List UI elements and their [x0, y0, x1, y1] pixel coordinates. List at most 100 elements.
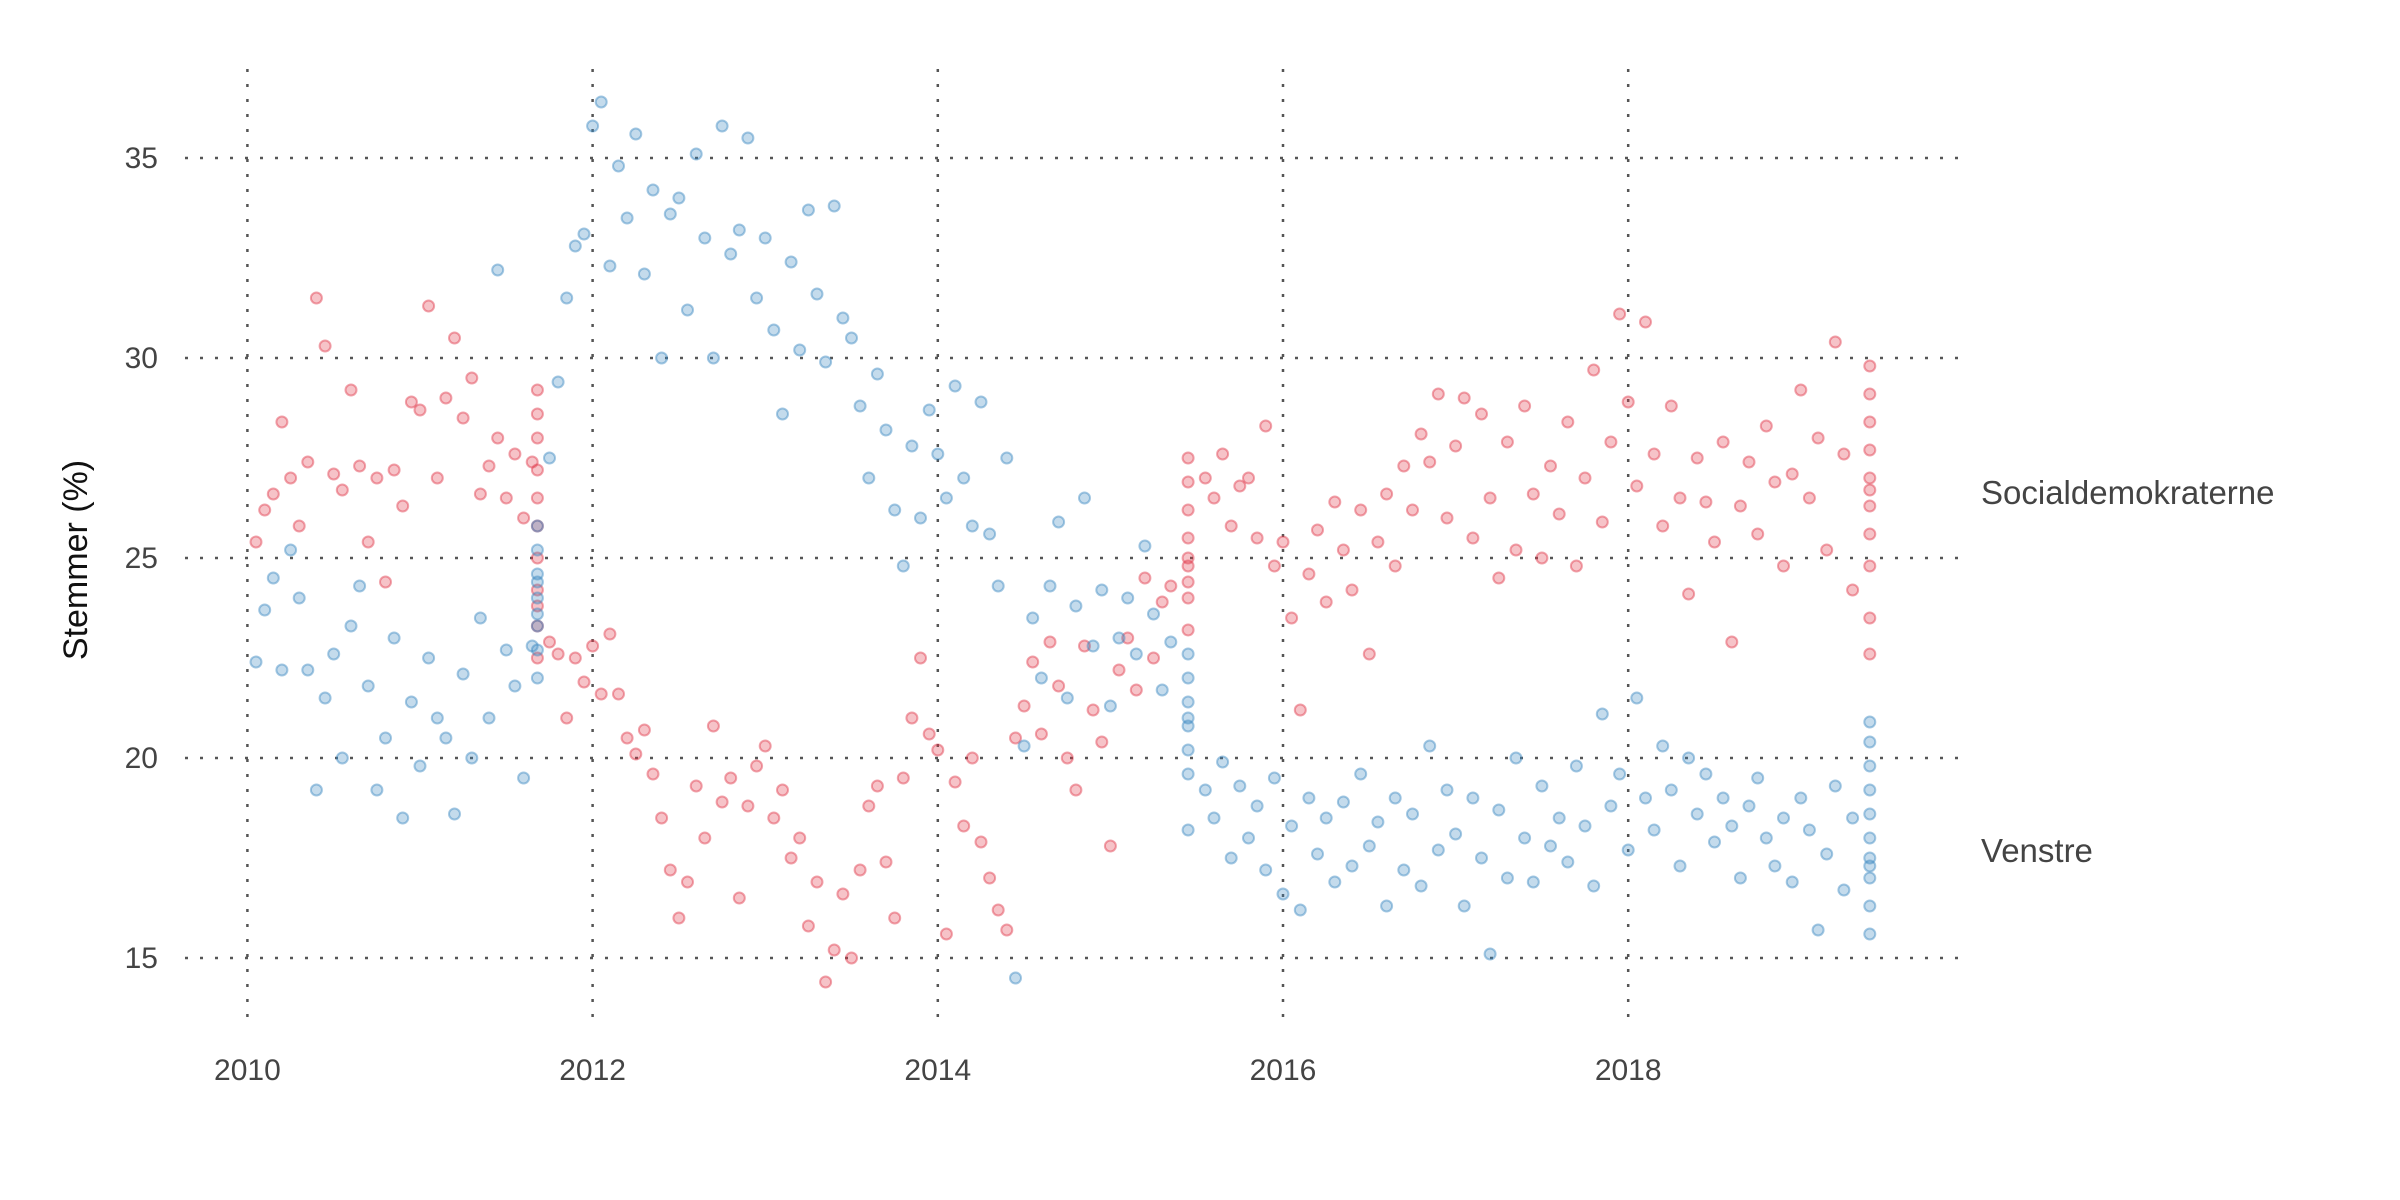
- data-point: [1043, 579, 1057, 593]
- data-point: [1811, 431, 1825, 445]
- data-point: [1216, 755, 1230, 769]
- data-point: [439, 731, 453, 745]
- data-point: [1259, 863, 1273, 877]
- data-point: [1181, 767, 1195, 781]
- data-point: [1690, 451, 1704, 465]
- series-label-venstre: Venstre: [1981, 832, 2093, 869]
- data-point: [1388, 559, 1402, 573]
- data-point: [689, 147, 703, 161]
- data-point: [1475, 407, 1488, 421]
- data-point: [1863, 483, 1877, 497]
- data-point: [1561, 855, 1575, 869]
- data-point: [266, 487, 280, 501]
- data-point: [870, 779, 884, 793]
- data-point: [1034, 671, 1048, 685]
- data-point: [1578, 471, 1592, 485]
- data-point: [1863, 783, 1877, 797]
- data-point: [1820, 543, 1834, 557]
- data-point: [1345, 583, 1359, 597]
- data-point: [1716, 791, 1730, 805]
- data-point: [1328, 875, 1342, 889]
- data-point: [448, 807, 461, 821]
- data-point: [620, 211, 634, 225]
- data-point: [879, 855, 893, 869]
- data-point: [499, 491, 513, 505]
- data-point: [413, 759, 427, 773]
- data-point: [530, 551, 544, 565]
- data-point: [1388, 791, 1402, 805]
- data-point: [1682, 751, 1696, 765]
- data-point: [603, 627, 617, 641]
- data-point: [1276, 887, 1290, 901]
- data-point: [318, 691, 332, 705]
- data-point: [1026, 611, 1040, 625]
- data-point: [758, 739, 772, 753]
- grid: [185, 69, 1961, 1023]
- data-point: [1302, 567, 1316, 581]
- data-point: [1492, 803, 1506, 817]
- data-point: [594, 687, 608, 701]
- series-socialdemokraterne: [249, 291, 1877, 989]
- y-tick-label: 35: [125, 142, 158, 175]
- data-point: [530, 591, 544, 605]
- data-point: [1828, 779, 1842, 793]
- data-point: [1060, 691, 1074, 705]
- data-point: [767, 811, 781, 825]
- data-point: [353, 579, 367, 593]
- data-point: [530, 491, 544, 505]
- data-point: [1328, 495, 1342, 509]
- data-point: [1664, 783, 1678, 797]
- data-point: [1147, 607, 1160, 621]
- data-point: [1431, 387, 1445, 401]
- data-point: [568, 651, 582, 665]
- data-point: [1009, 731, 1022, 745]
- data-point: [741, 131, 755, 145]
- data-point: [551, 647, 565, 661]
- data-point: [284, 543, 298, 557]
- data-point: [1181, 575, 1195, 589]
- data-point: [1483, 947, 1497, 961]
- data-point: [1828, 335, 1842, 349]
- data-point: [1129, 647, 1143, 661]
- data-point: [1267, 559, 1281, 573]
- data-point: [1181, 719, 1195, 733]
- data-point: [1017, 739, 1031, 753]
- data-point: [1380, 487, 1394, 501]
- data-point: [530, 431, 544, 445]
- data-point: [1682, 587, 1696, 601]
- data-point: [1751, 527, 1765, 541]
- data-point: [1863, 831, 1877, 845]
- data-point: [551, 375, 565, 389]
- data-point: [776, 783, 789, 797]
- data-point: [1500, 871, 1514, 885]
- data-point: [1362, 647, 1376, 661]
- data-point: [1518, 831, 1532, 845]
- data-point: [1716, 435, 1730, 449]
- data-point: [1319, 811, 1333, 825]
- data-point: [1103, 839, 1117, 853]
- data-point: [530, 567, 544, 581]
- data-point: [1371, 535, 1385, 549]
- data-point: [1604, 435, 1618, 449]
- data-point: [1078, 639, 1091, 653]
- data-point: [1837, 883, 1851, 897]
- data-point: [1181, 559, 1195, 573]
- data-point: [1656, 739, 1670, 753]
- data-point: [1785, 875, 1799, 889]
- data-point: [456, 411, 470, 425]
- data-point: [1423, 739, 1437, 753]
- data-point: [456, 667, 470, 681]
- data-point: [1613, 307, 1627, 321]
- data-point: [1673, 491, 1687, 505]
- data-point: [530, 643, 544, 657]
- data-point: [530, 407, 544, 421]
- data-point: [1466, 531, 1480, 545]
- data-point: [1863, 715, 1877, 729]
- data-point: [1414, 879, 1428, 893]
- data-point: [1699, 495, 1713, 509]
- data-point: [819, 975, 833, 989]
- data-point: [1224, 519, 1238, 533]
- data-point: [1733, 499, 1747, 513]
- data-point: [1181, 531, 1195, 545]
- data-point: [1863, 759, 1877, 773]
